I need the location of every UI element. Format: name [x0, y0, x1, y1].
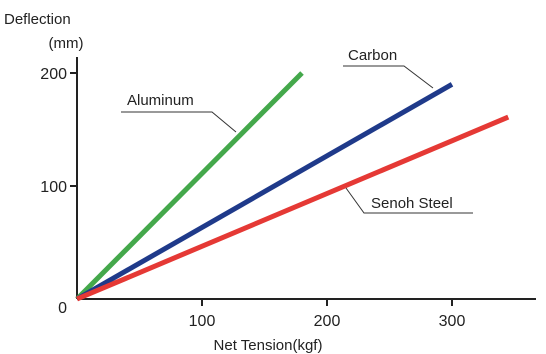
series-line-senoh-steel [76, 114, 510, 302]
carbon-leader-line [343, 65, 434, 89]
x-tick-label: 100 [189, 313, 216, 330]
series-lines [75, 71, 510, 302]
ticks: 100 200 300 0 100 200 [40, 66, 465, 330]
series-line-carbon [75, 82, 454, 302]
x-tick-label: 300 [439, 313, 466, 330]
y-tick-label: 200 [40, 66, 67, 83]
x-axis-title: Net Tension(kgf) [214, 337, 323, 354]
y-axis-title: Deflection [4, 11, 71, 28]
carbon-label: Carbon [348, 47, 397, 64]
x-tick-label: 200 [314, 313, 341, 330]
y-tick-label: 0 [58, 300, 67, 317]
y-axis-unit: (mm) [49, 35, 84, 52]
senoh-steel-leader-line [345, 187, 473, 214]
annotations: Aluminum Carbon Senoh Steel [121, 47, 473, 214]
aluminum-label: Aluminum [127, 92, 194, 109]
senoh-steel-label: Senoh Steel [371, 195, 453, 212]
series-line-aluminum [75, 71, 304, 301]
y-tick-label: 100 [40, 179, 67, 196]
aluminum-leader-line [121, 111, 237, 133]
